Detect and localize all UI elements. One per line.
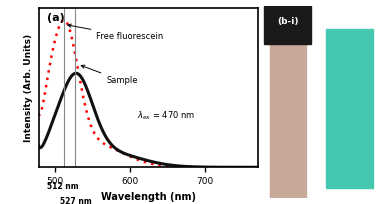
Text: Sample: Sample [81,65,138,85]
Polygon shape [270,39,306,198]
Text: (a): (a) [47,13,65,23]
Text: (b-ii): (b-ii) [337,15,362,24]
Text: $\lambda_{ex}$ = 470 nm: $\lambda_{ex}$ = 470 nm [137,110,196,122]
Text: (b-i): (b-i) [277,17,298,26]
Text: 527 nm: 527 nm [60,197,92,204]
Y-axis label: Intensity (Arb. Units): Intensity (Arb. Units) [24,34,33,142]
Text: Free fluorescein: Free fluorescein [68,24,164,41]
Polygon shape [264,6,311,44]
Polygon shape [326,29,373,188]
Text: 512 nm: 512 nm [47,182,79,191]
X-axis label: Wavelength (nm): Wavelength (nm) [101,192,196,202]
